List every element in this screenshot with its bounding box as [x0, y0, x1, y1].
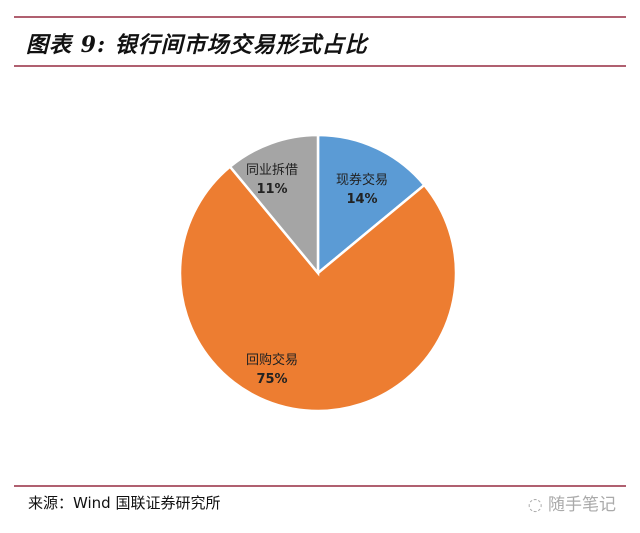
figure-title: 图表 9: 银行间市场交易形式占比	[26, 32, 368, 58]
slice-value-label: 75%	[256, 372, 287, 387]
watermark: ◌ 随手笔记	[528, 490, 616, 515]
watermark-text: 随手笔记	[548, 495, 616, 515]
wechat-icon: ◌	[527, 495, 548, 515]
slice-label: 同业拆借	[246, 163, 298, 178]
title-rule	[14, 65, 626, 67]
slice-value-label: 11%	[256, 182, 287, 197]
top-rule	[14, 16, 626, 18]
bottom-rule	[14, 485, 626, 487]
pie-slice-1	[316, 133, 427, 276]
pie-slice-3	[228, 133, 320, 277]
source-note: 来源：Wind 国联证券研究所	[28, 494, 221, 512]
pie-chart: 现券交易 14% 回购交易 75% 同业拆借 11%	[178, 133, 458, 413]
slice-label: 现券交易	[336, 172, 388, 188]
pie-slice-2	[178, 164, 458, 413]
slice-label: 回购交易	[246, 352, 298, 368]
slice-value-label: 14%	[346, 192, 377, 207]
